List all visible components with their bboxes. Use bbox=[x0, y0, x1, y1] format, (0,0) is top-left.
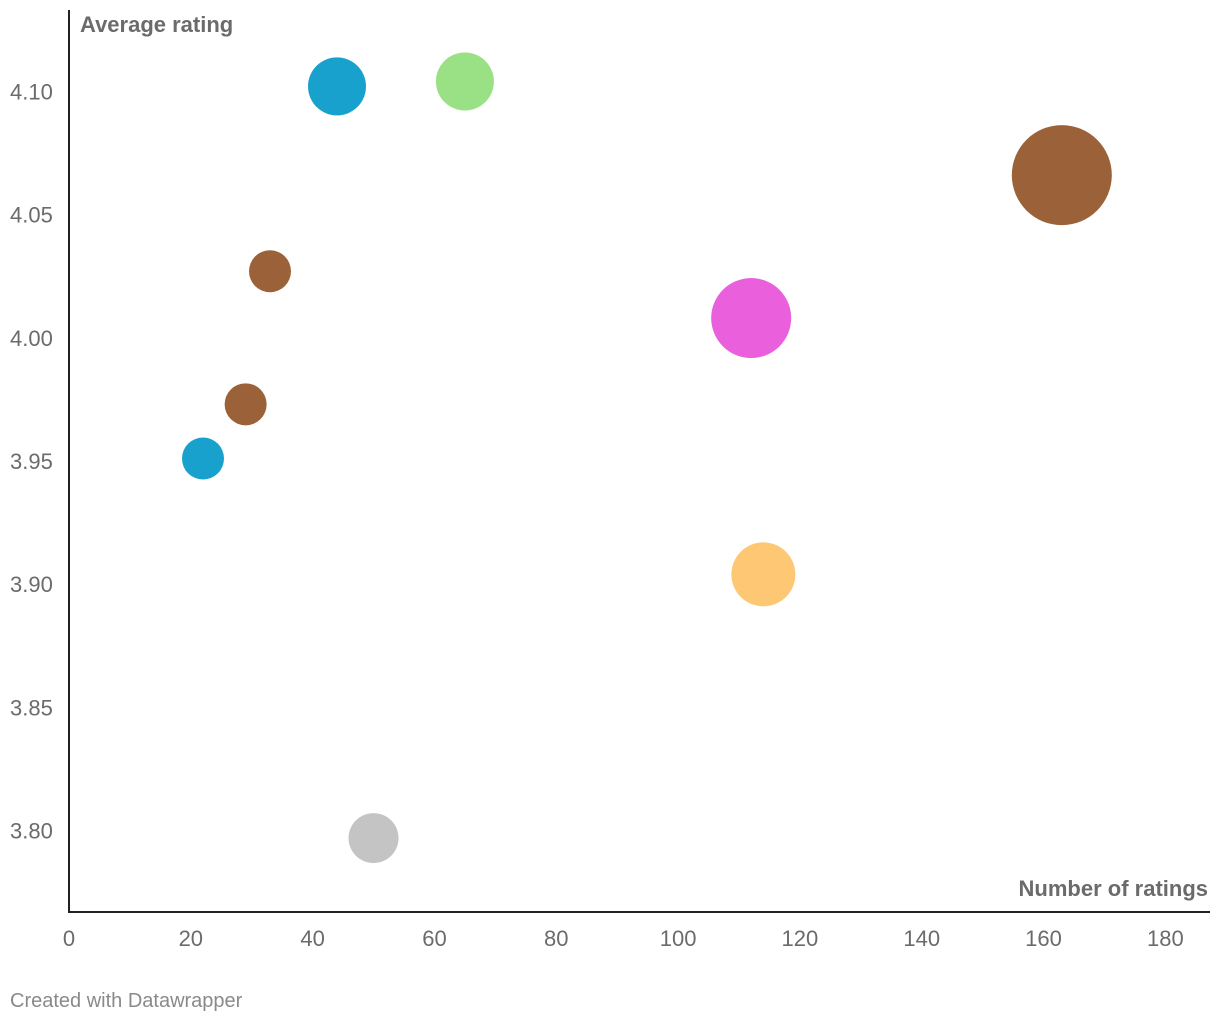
y-tick-label: 3.90 bbox=[10, 572, 53, 597]
x-tick-label: 160 bbox=[1025, 926, 1062, 951]
y-tick-label: 3.95 bbox=[10, 449, 53, 474]
x-tick-label: 0 bbox=[63, 926, 75, 951]
data-point-1 bbox=[308, 57, 366, 116]
x-tick-label: 40 bbox=[300, 926, 324, 951]
y-tick-label: 3.85 bbox=[10, 695, 53, 720]
axes-layer bbox=[68, 10, 1210, 913]
data-point-3 bbox=[1011, 125, 1112, 226]
data-point-6 bbox=[224, 383, 267, 426]
x-tick-label: 140 bbox=[903, 926, 940, 951]
y-tick-label: 3.80 bbox=[10, 819, 53, 844]
x-axis-title: Number of ratings bbox=[1019, 876, 1208, 901]
ticks-layer: 0 20 40 60 80 100 120 140 160 180 3.80 3.85 3.90 3.95… bbox=[10, 79, 1184, 951]
y-tick-label: 4.00 bbox=[10, 326, 53, 351]
x-tick-label: 60 bbox=[422, 926, 446, 951]
x-tick-label: 180 bbox=[1147, 926, 1184, 951]
y-axis-title: Average rating bbox=[80, 12, 233, 37]
x-tick-label: 120 bbox=[782, 926, 819, 951]
data-point-8 bbox=[731, 542, 796, 607]
x-tick-label: 20 bbox=[179, 926, 203, 951]
x-tick-label: 80 bbox=[544, 926, 568, 951]
y-tick-label: 4.10 bbox=[10, 79, 53, 104]
x-tick-label: 100 bbox=[660, 926, 697, 951]
y-tick-label: 4.05 bbox=[10, 203, 53, 228]
points-layer bbox=[182, 52, 1112, 864]
data-point-2 bbox=[435, 52, 494, 111]
data-point-4 bbox=[249, 250, 291, 293]
data-point-9 bbox=[348, 813, 399, 864]
chart-canvas: 0 20 40 60 80 100 120 140 160 180 3.80 3.85 3.90 3.95… bbox=[10, 10, 1210, 951]
data-point-7 bbox=[182, 437, 224, 480]
datawrapper-credit: Created with Datawrapper bbox=[10, 990, 243, 1012]
data-point-5 bbox=[711, 278, 792, 359]
